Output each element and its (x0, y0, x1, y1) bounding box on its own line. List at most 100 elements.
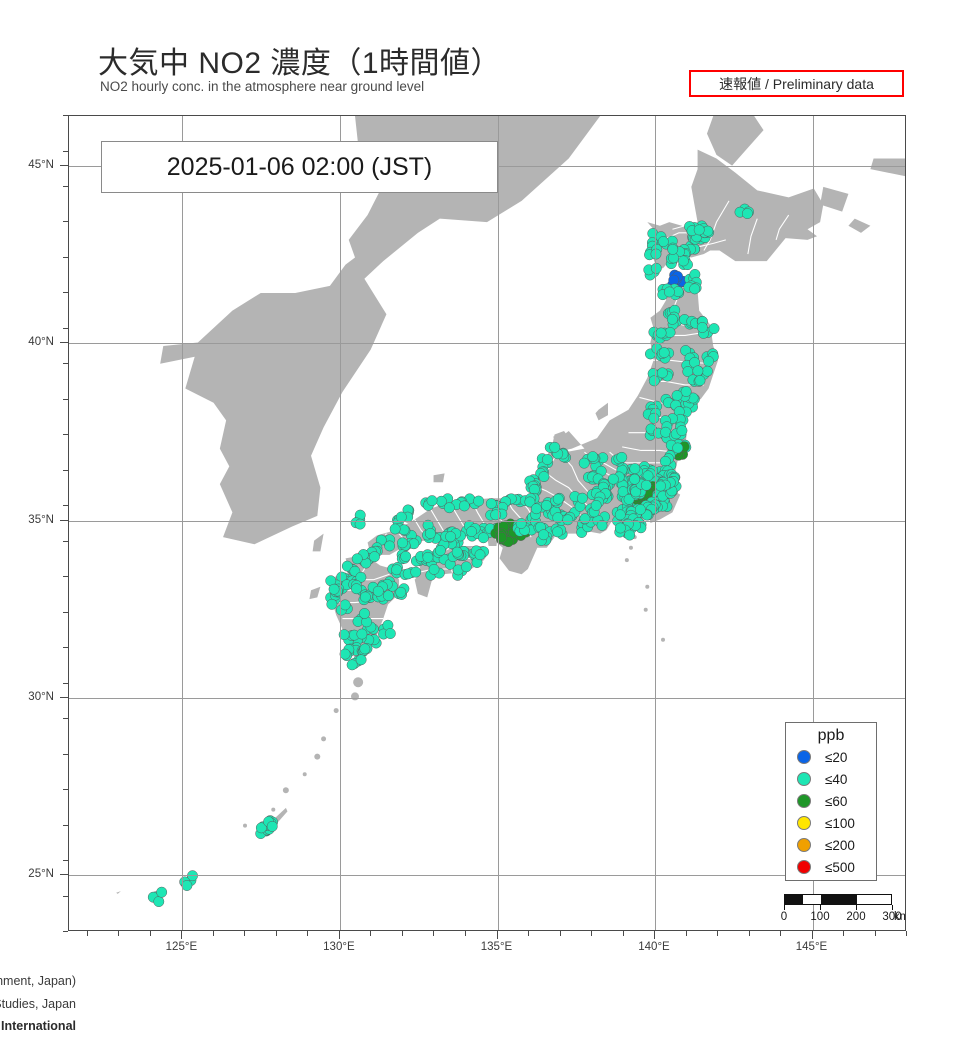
legend-label: ≤60 (825, 793, 848, 809)
observation-point (395, 586, 407, 598)
scale-bar-track (784, 894, 892, 905)
timestamp-box: 2025-01-06 02:00 (JST) (101, 141, 498, 193)
observation-point (657, 236, 669, 248)
observation-point (676, 425, 688, 437)
nansei-island-1 (351, 692, 359, 701)
y-tick-minor (63, 789, 68, 791)
observation-point (672, 442, 684, 454)
y-tick-minor (63, 576, 68, 578)
observation-point (490, 509, 502, 521)
observation-point (541, 454, 553, 465)
legend-item-2: ≤60 (786, 790, 876, 812)
graticule-lon-140°E (655, 116, 656, 930)
x-tick-minor (307, 931, 309, 936)
y-tick-minor (63, 647, 68, 649)
observation-point (552, 526, 563, 538)
observation-point (266, 820, 278, 832)
izu-island-6 (661, 637, 665, 642)
y-tick-minor (63, 256, 68, 258)
y-tick-minor (63, 186, 68, 187)
scale-seg-1 (785, 895, 803, 904)
observation-point (658, 347, 670, 359)
y-tick-minor (63, 931, 68, 932)
observation-point (458, 500, 470, 512)
legend-swatch-icon (797, 794, 811, 808)
observation-point (400, 550, 412, 562)
legend-swatch-icon (797, 860, 811, 874)
observation-point (634, 504, 646, 515)
footer-data-source: データ出典: 環境省そらまめ君 / Data source: Soramame-… (0, 974, 76, 988)
observation-point (640, 479, 652, 491)
observation-point (369, 551, 380, 563)
observation-point (549, 441, 561, 453)
observation-point (341, 560, 353, 572)
observation-point (474, 549, 486, 561)
graticule-lat-30°N (69, 697, 905, 699)
observation-point (607, 473, 619, 485)
legend-swatch-icon (797, 750, 811, 764)
x-tick-minor (622, 931, 624, 936)
observation-point (703, 355, 715, 367)
observation-point (677, 255, 689, 267)
observation-point (328, 583, 340, 595)
observation-point (428, 563, 440, 575)
x-tick-minor (748, 931, 750, 936)
x-tick-minor (464, 931, 466, 936)
observation-point (667, 243, 679, 255)
continent-asia (69, 116, 601, 545)
observation-point (692, 365, 704, 377)
graticule-lon-135°E (497, 116, 499, 930)
observation-point (629, 463, 641, 475)
observation-point (339, 648, 351, 660)
observation-point (496, 531, 508, 543)
iturup-island (870, 158, 905, 177)
x-axis-label-2: 135°E (480, 941, 513, 953)
observation-point (648, 375, 660, 387)
observation-point (538, 529, 550, 541)
observation-point (590, 500, 602, 511)
scale-bar: 0 100 200 300 km (781, 894, 905, 930)
y-axis-label-0: 45°N (28, 158, 54, 171)
legend-swatch-icon (797, 772, 811, 786)
observation-point (460, 561, 472, 573)
sakhalin-island (706, 116, 764, 166)
x-tick-minor (370, 931, 372, 936)
x-tick-minor (685, 931, 687, 936)
observation-point (384, 540, 396, 552)
observation-point (351, 553, 363, 565)
observation-point (153, 896, 165, 908)
observation-point (339, 599, 351, 611)
kunashir-island (820, 186, 849, 212)
izu-island-3 (624, 558, 629, 563)
observation-point (650, 262, 662, 274)
nansei-island-4 (314, 753, 321, 760)
observation-point (346, 659, 358, 671)
izu-island-4 (645, 584, 650, 589)
scale-label-2: 200 (846, 911, 866, 923)
y-tick-major-0 (60, 164, 68, 166)
observation-point (541, 500, 552, 511)
map-plot-area[interactable]: 2025-01-06 02:00 (JST) ppb ≤20 ≤40 ≤60 ≤100… (68, 115, 906, 931)
scale-label-3: 300 (882, 911, 902, 923)
x-tick-minor (843, 931, 844, 936)
izu-island-5 (643, 607, 648, 612)
observation-point (614, 522, 626, 534)
legend-title: ppb (817, 727, 845, 744)
observation-point (530, 503, 542, 515)
y-tick-minor (63, 753, 68, 755)
y-tick-minor (63, 115, 68, 116)
observation-point (350, 583, 362, 595)
observation-point (587, 451, 599, 463)
nansei-island-7 (271, 807, 276, 812)
observation-point (696, 322, 708, 333)
observation-point (359, 608, 370, 619)
japan-map-svg (69, 116, 905, 908)
observation-point (389, 523, 401, 535)
scale-tick-2 (856, 905, 857, 910)
x-tick-minor (118, 931, 120, 936)
x-tick-minor (244, 931, 246, 936)
x-tick-major-3 (654, 931, 655, 939)
observation-point (694, 375, 706, 386)
scale-tick-0 (784, 905, 785, 910)
